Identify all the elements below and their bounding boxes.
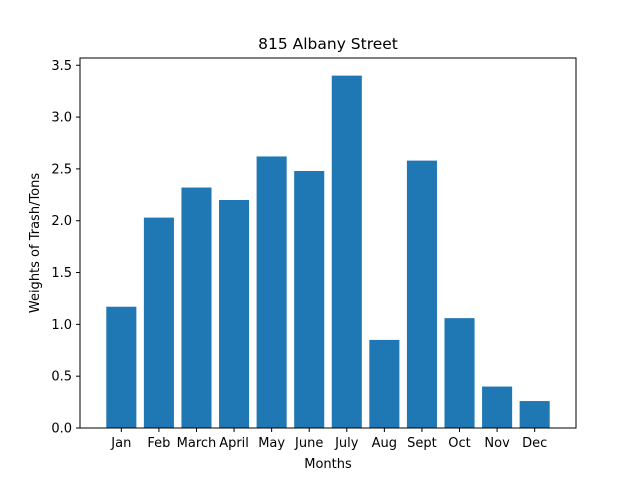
x-tick-label: Oct [448, 436, 470, 451]
bar-oct [444, 318, 475, 428]
x-tick-label: June [294, 436, 323, 451]
x-axis-label: Months [304, 457, 352, 472]
x-tick-label: Sept [407, 436, 437, 451]
y-tick-label: 1.0 [51, 318, 72, 333]
chart-title: 815 Albany Street [258, 35, 398, 53]
bar-june [294, 170, 325, 429]
bar-march [181, 187, 212, 428]
y-tick-label: 2.0 [51, 214, 72, 229]
x-tick-label: Dec [522, 436, 547, 451]
x-tick-label: May [258, 436, 285, 451]
plot-frame [79, 57, 577, 429]
bar-aug [369, 339, 400, 428]
y-tick-label: 0.0 [51, 422, 72, 437]
y-tick-label: 1.5 [51, 266, 72, 281]
bar-april [219, 199, 250, 428]
x-tick-label: Nov [484, 436, 510, 451]
y-tick-label: 3.5 [51, 59, 72, 74]
bar-july [331, 75, 362, 428]
x-tick-label: Jan [110, 436, 131, 451]
y-axis: 0.0 0.5 1.0 1.5 2.0 2.5 3.0 3.5 [51, 59, 80, 437]
x-tick-label: Feb [147, 436, 170, 451]
x-tick-label: April [219, 436, 249, 451]
x-tick-label: Aug [372, 436, 397, 451]
bar-dec [519, 401, 550, 428]
bar-sept [406, 160, 437, 428]
bar-nov [482, 386, 513, 428]
y-tick-label: 2.5 [51, 162, 72, 177]
bar-may [256, 156, 287, 428]
bar-jan [106, 306, 137, 428]
x-tick-label: March [177, 436, 217, 451]
bar-feb [143, 217, 174, 428]
x-axis: Jan Feb March April May June July Aug Sept Oct Nov… [110, 428, 547, 451]
x-tick-label: July [334, 436, 359, 451]
y-tick-label: 3.0 [51, 111, 72, 126]
bars-group [106, 75, 550, 429]
y-axis-label: Weights of Trash/Tons [28, 173, 43, 314]
y-tick-label: 0.5 [51, 370, 72, 385]
